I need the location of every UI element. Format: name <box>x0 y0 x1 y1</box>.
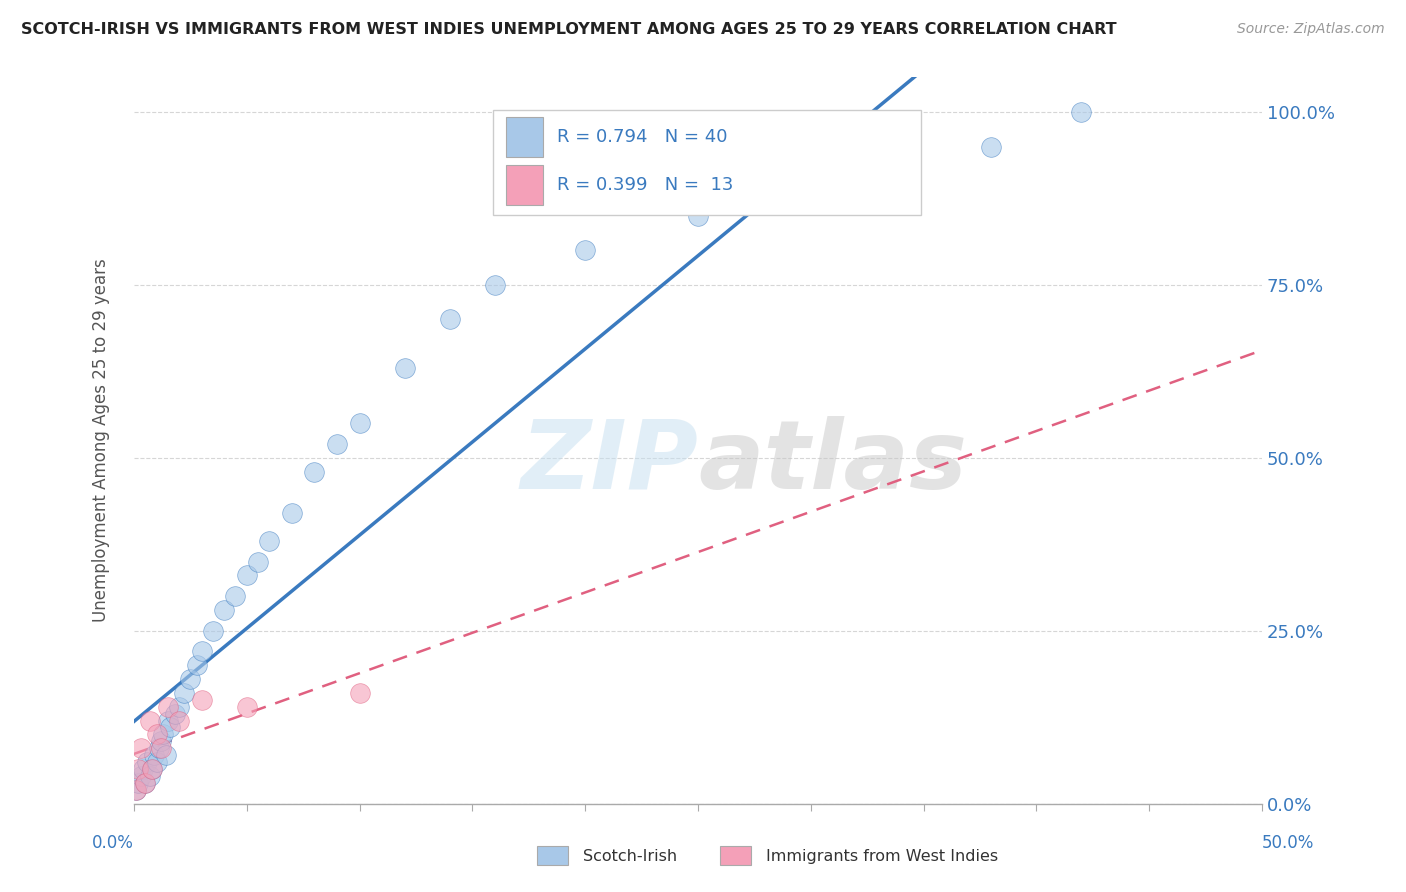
Point <box>1070 105 1092 120</box>
Point <box>224 589 246 603</box>
Point <box>150 734 173 748</box>
Point <box>163 706 186 721</box>
Point <box>138 769 160 783</box>
Text: 0.0%: 0.0% <box>91 834 134 852</box>
Point <box>134 776 156 790</box>
Text: atlas: atlas <box>697 416 967 508</box>
Point <box>484 277 506 292</box>
Point <box>259 533 281 548</box>
Point <box>349 416 371 430</box>
Point <box>686 209 709 223</box>
Point <box>141 762 163 776</box>
Text: 50.0%: 50.0% <box>1263 834 1315 852</box>
Point <box>148 741 170 756</box>
Point <box>800 174 823 188</box>
Bar <box>720 846 751 865</box>
Point <box>129 769 152 783</box>
Point <box>212 603 235 617</box>
Point <box>127 776 149 790</box>
Point <box>134 776 156 790</box>
Y-axis label: Unemployment Among Ages 25 to 29 years: Unemployment Among Ages 25 to 29 years <box>93 259 110 623</box>
Text: Scotch-Irish: Scotch-Irish <box>583 849 678 863</box>
FancyBboxPatch shape <box>506 118 543 157</box>
Point <box>247 555 270 569</box>
Point <box>136 755 159 769</box>
Point <box>349 686 371 700</box>
Point <box>156 714 179 728</box>
Text: SCOTCH-IRISH VS IMMIGRANTS FROM WEST INDIES UNEMPLOYMENT AMONG AGES 25 TO 29 YEA: SCOTCH-IRISH VS IMMIGRANTS FROM WEST IND… <box>21 22 1116 37</box>
Text: R = 0.399   N =  13: R = 0.399 N = 13 <box>557 176 734 194</box>
FancyBboxPatch shape <box>492 110 921 215</box>
Point <box>190 644 212 658</box>
Point <box>235 699 257 714</box>
Text: Immigrants from West Indies: Immigrants from West Indies <box>766 849 998 863</box>
Text: ZIP: ZIP <box>520 416 697 508</box>
Point <box>159 721 181 735</box>
Point <box>190 693 212 707</box>
Point <box>179 672 201 686</box>
Point <box>141 762 163 776</box>
Point <box>156 699 179 714</box>
Point <box>125 782 148 797</box>
Point <box>439 312 461 326</box>
Point <box>129 741 152 756</box>
Point <box>574 244 596 258</box>
Text: Source: ZipAtlas.com: Source: ZipAtlas.com <box>1237 22 1385 37</box>
Point <box>155 748 177 763</box>
Point <box>150 741 173 756</box>
Point <box>186 658 208 673</box>
Point <box>125 782 148 797</box>
Point <box>201 624 224 638</box>
Point <box>132 762 155 776</box>
Point <box>173 686 195 700</box>
Point <box>281 506 304 520</box>
Point <box>394 360 416 375</box>
Point <box>138 714 160 728</box>
Point <box>145 755 167 769</box>
Text: R = 0.794   N = 40: R = 0.794 N = 40 <box>557 128 727 146</box>
Point <box>143 748 166 763</box>
Point <box>167 699 190 714</box>
Point <box>127 762 149 776</box>
FancyBboxPatch shape <box>506 165 543 204</box>
Point <box>235 568 257 582</box>
Point <box>980 139 1002 153</box>
Bar <box>537 846 568 865</box>
Point <box>304 465 326 479</box>
Point <box>152 727 174 741</box>
Point <box>167 714 190 728</box>
Point <box>145 727 167 741</box>
Point <box>326 437 349 451</box>
